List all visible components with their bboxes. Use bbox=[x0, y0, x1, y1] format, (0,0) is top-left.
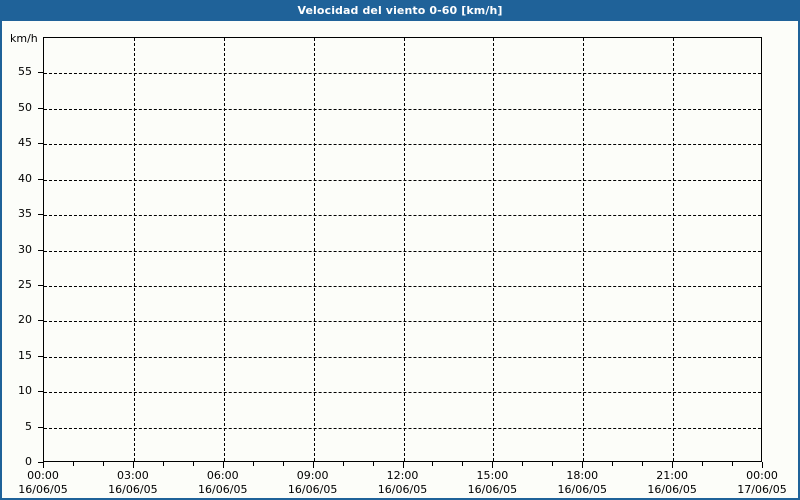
x-axis-minor-tick-mark bbox=[192, 462, 194, 466]
gridline-vertical bbox=[313, 38, 315, 461]
x-axis-minor-tick-mark bbox=[162, 462, 164, 466]
y-axis-tick-label: 40 bbox=[18, 171, 32, 185]
plot-area bbox=[43, 37, 762, 462]
x-axis-tick-date: 16/06/05 bbox=[287, 483, 338, 496]
x-axis-tick-mark bbox=[762, 462, 763, 468]
y-axis-tick-mark bbox=[38, 107, 43, 109]
gridline-horizontal bbox=[44, 356, 761, 358]
x-axis-minor-tick-mark bbox=[72, 462, 74, 466]
x-axis-minor-tick-mark bbox=[732, 462, 734, 466]
y-axis-tick-label: 0 bbox=[25, 455, 32, 468]
x-axis-minor-tick-mark bbox=[612, 462, 614, 466]
x-axis-minor-tick-mark bbox=[702, 462, 704, 466]
x-axis-tick-label: 00:00 17/06/05 bbox=[717, 469, 800, 497]
x-axis-tick-date: 16/06/05 bbox=[377, 483, 428, 496]
y-axis-tick-mark bbox=[38, 462, 43, 463]
gridline-horizontal bbox=[44, 215, 761, 217]
x-axis-tick-label: 18:00 16/06/05 bbox=[537, 469, 627, 497]
x-axis-tick-time: 03:00 bbox=[117, 469, 149, 482]
chart-title-bar: Velocidad del viento 0-60 [km/h] bbox=[0, 0, 800, 21]
y-axis-tick-mark bbox=[38, 426, 43, 428]
gridline-vertical bbox=[223, 38, 225, 461]
x-axis-tick-label: 03:00 16/06/05 bbox=[88, 469, 178, 497]
gridline-horizontal bbox=[44, 144, 761, 146]
gridline-horizontal bbox=[44, 392, 761, 394]
x-axis-tick-mark bbox=[43, 462, 44, 468]
y-axis-tick-label: 45 bbox=[18, 136, 32, 150]
gridline-horizontal bbox=[44, 321, 761, 323]
gridline-horizontal bbox=[44, 108, 761, 110]
y-axis-tick-label: 15 bbox=[18, 348, 32, 362]
y-axis-tick-label: 25 bbox=[18, 277, 32, 291]
x-axis-tick-mark bbox=[222, 462, 224, 468]
y-axis-tick-mark bbox=[38, 249, 43, 251]
x-axis-tick-time: 00:00 bbox=[27, 469, 59, 482]
x-axis-tick-time: 00:00 bbox=[746, 469, 778, 482]
y-axis-tick-mark bbox=[38, 72, 43, 74]
x-axis-tick-mark bbox=[492, 462, 494, 468]
y-axis-unit-label: km/h bbox=[10, 32, 38, 45]
x-axis-tick-date: 16/06/05 bbox=[467, 483, 518, 496]
x-axis-minor-tick-mark bbox=[522, 462, 524, 466]
x-axis-tick-date: 17/06/05 bbox=[737, 483, 787, 496]
x-axis-tick-time: 15:00 bbox=[476, 469, 509, 482]
x-axis-tick-mark bbox=[402, 462, 404, 468]
gridline-horizontal bbox=[44, 73, 761, 75]
y-axis-tick-label: 5 bbox=[25, 419, 32, 433]
x-axis-tick-time: 18:00 bbox=[566, 469, 599, 482]
y-axis-tick-mark bbox=[38, 391, 43, 393]
x-axis-tick-label: 09:00 16/06/05 bbox=[268, 469, 358, 497]
y-axis-tick-mark bbox=[38, 284, 43, 286]
x-axis-tick-date: 16/06/05 bbox=[198, 483, 248, 496]
gridline-horizontal bbox=[44, 285, 761, 287]
y-axis-tick-mark bbox=[38, 143, 43, 145]
y-axis-tick-mark bbox=[38, 178, 43, 180]
gridline-vertical bbox=[493, 38, 495, 461]
x-axis-tick-label: 00:00 16/06/05 bbox=[0, 469, 88, 497]
y-axis-tick-label: 50 bbox=[18, 100, 32, 114]
x-axis-tick-time: 06:00 bbox=[206, 469, 239, 482]
gridline-vertical bbox=[673, 38, 675, 461]
y-axis-tick-mark bbox=[38, 214, 43, 216]
x-axis-tick-date: 16/06/05 bbox=[557, 483, 607, 496]
x-axis-tick-mark bbox=[672, 462, 674, 468]
x-axis-tick-label: 12:00 16/06/05 bbox=[358, 469, 448, 497]
x-axis-minor-tick-mark bbox=[642, 462, 644, 466]
x-axis-tick-label: 21:00 16/06/05 bbox=[627, 469, 717, 497]
gridline-vertical bbox=[403, 38, 405, 461]
x-axis-minor-tick-mark bbox=[552, 462, 554, 466]
x-axis-tick-mark bbox=[582, 462, 584, 468]
x-axis-minor-tick-mark bbox=[432, 462, 434, 466]
x-axis-tick-date: 16/06/05 bbox=[18, 483, 68, 496]
y-axis-tick-label: 35 bbox=[18, 207, 32, 221]
y-axis-tick-mark bbox=[38, 320, 43, 322]
x-axis-minor-tick-mark bbox=[102, 462, 104, 466]
x-axis-tick-label: 15:00 16/06/05 bbox=[447, 469, 537, 497]
y-axis-tick-label: 20 bbox=[18, 313, 32, 327]
gridline-horizontal bbox=[44, 179, 761, 181]
x-axis-tick-date: 16/06/05 bbox=[647, 483, 697, 496]
x-axis-tick-label: 06:00 16/06/05 bbox=[178, 469, 268, 497]
y-axis-tick-label: 10 bbox=[18, 384, 32, 398]
x-axis-tick-mark bbox=[312, 462, 314, 468]
x-axis-tick-time: 09:00 bbox=[296, 469, 329, 482]
y-axis-tick-label: 55 bbox=[18, 65, 32, 79]
y-axis-tick-mark bbox=[38, 355, 43, 357]
x-axis-minor-tick-mark bbox=[342, 462, 344, 466]
gridline-vertical bbox=[133, 38, 135, 461]
x-axis-minor-tick-mark bbox=[252, 462, 254, 466]
gridline-vertical bbox=[583, 38, 585, 461]
x-axis-minor-tick-mark bbox=[462, 462, 464, 466]
x-axis-minor-tick-mark bbox=[282, 462, 284, 466]
page-title: Velocidad del viento 0-60 [km/h] bbox=[297, 4, 503, 17]
x-axis-minor-tick-mark bbox=[372, 462, 374, 466]
x-axis-tick-date: 16/06/05 bbox=[108, 483, 158, 496]
gridline-horizontal bbox=[44, 250, 761, 252]
x-axis-tick-time: 21:00 bbox=[656, 469, 688, 482]
gridline-horizontal bbox=[44, 427, 761, 429]
x-axis-tick-mark bbox=[132, 462, 134, 468]
x-axis-tick-time: 12:00 bbox=[386, 469, 419, 482]
y-axis-tick-label: 30 bbox=[18, 242, 32, 256]
